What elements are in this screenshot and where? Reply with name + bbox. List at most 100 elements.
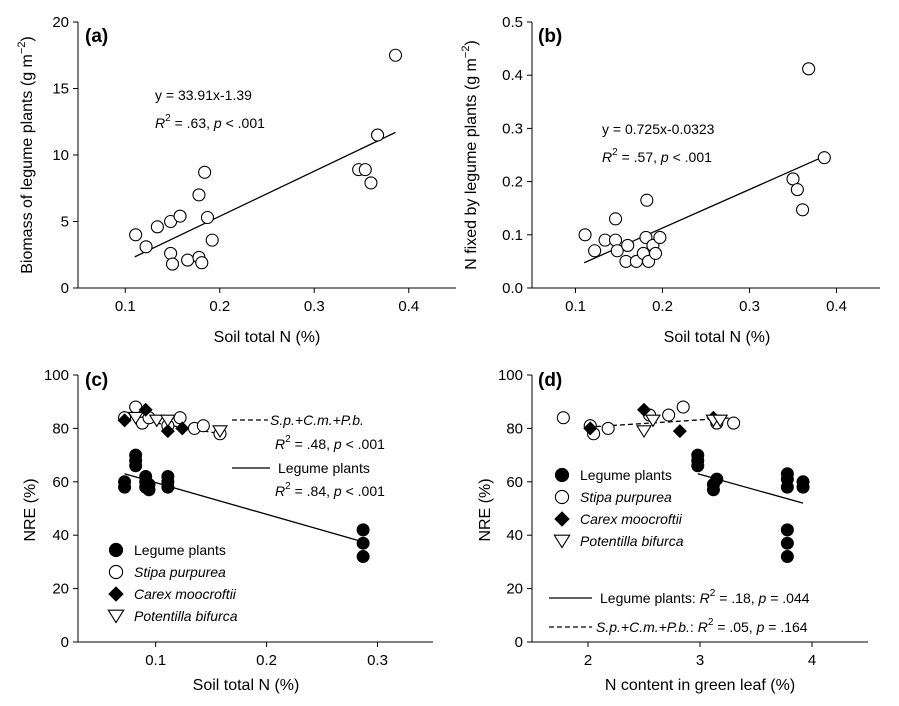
panel-c-dashed-sup: 2 (285, 434, 291, 445)
panel-d-point-open-circle (601, 421, 615, 435)
panel-c-point-filled-circle (118, 475, 132, 489)
panel-a-r2-value: = .63, (171, 115, 214, 131)
panel-c-y-title: NRE (%) (22, 478, 39, 541)
panel-c-solid-key-label: Legume plants (278, 460, 370, 476)
panel-d-dashed-pval: = .164 (764, 619, 807, 635)
panel-b-y-tick-label: 0.0 (502, 280, 523, 297)
panel-c-solid-p: p (333, 483, 342, 499)
panel-c-dashed-pval: < .001 (342, 436, 385, 452)
panel-c-y-tick-label: 80 (52, 420, 69, 437)
panel-a-p-value: < .001 (222, 115, 265, 131)
panel-d-letter: (d) (538, 370, 562, 391)
panel-a-point-open-circle (364, 176, 378, 190)
panel-c-point-open-circle (129, 400, 143, 414)
panel-d-x-tick-label: 4 (808, 652, 816, 669)
panel-d-y-tick-label: 0 (515, 634, 523, 651)
panel-b-p-label: p (660, 149, 669, 165)
panel-b-point-open-circle (578, 228, 592, 242)
panel-d-y-tick-label: 80 (506, 420, 523, 437)
panel-a-solid-fit-line (134, 131, 396, 258)
panel-d-point-filled-circle (780, 467, 794, 481)
panel-b-y-title-main: N fixed by legume plants (g m (463, 58, 480, 270)
panel-c-legend-marker-open-triangle-down (107, 609, 125, 624)
panel-d-point-open-triangle-down (644, 414, 661, 428)
panel-c-points (117, 400, 370, 564)
panel-b-letter: (b) (538, 26, 562, 47)
panel-c-letter: (c) (85, 370, 108, 391)
panel-c-legend-label: Legume plants (134, 542, 226, 558)
panel-d-x-tick-label: 3 (696, 652, 704, 669)
panel-c-dashed-stats: R2 = .48, p < .001 (275, 434, 385, 452)
panel-c-solid-sup: 2 (285, 481, 291, 492)
panel-a-point-open-circle (195, 256, 209, 270)
panel-c-y-tick-label: 60 (52, 474, 69, 491)
panel-d-legend-label: Legume plants (580, 467, 672, 483)
panel-d-point-filled-circle (691, 448, 705, 462)
panel-b-point-open-circle (648, 246, 663, 260)
panel-c-x-tick-label: 0.3 (367, 652, 388, 669)
panel-a-ticks: 0.1 0.2 0.3 0.4 0 5 10 15 20 (52, 14, 456, 315)
panel-d-solid-p: p (758, 590, 767, 606)
panel-a-point-open-circle (388, 48, 403, 62)
panel-a-y-tick-label: 20 (52, 14, 69, 31)
panel-b-x-tick-label: 0.1 (565, 298, 586, 315)
panel-a-x-tick-label: 0.3 (304, 298, 325, 315)
panel-d-legend-marker-filled-circle (554, 467, 570, 483)
panel-b-point-open-circle (790, 183, 804, 197)
panel-b-x-tick-label: 0.4 (826, 298, 847, 315)
panel-d-legend-marker-open-triangle-down (553, 534, 571, 549)
panel-c-dashed-key-label: S.p.+C.m.+P.b. (270, 412, 364, 428)
panel-c-point-open-triangle-down (212, 425, 228, 439)
panel-c-solid-stats: R2 = .84, p < .001 (275, 481, 385, 499)
panel-b-r2-value: = .57, (618, 149, 661, 165)
panel-b-point-open-circle (610, 244, 624, 258)
panel-a-x-tick-label: 0.2 (209, 298, 230, 315)
panel-d-legend-label: Stipa purpurea (580, 489, 672, 505)
panel-d-x-tick-label: 2 (584, 652, 592, 669)
panel-d-legend-marker-filled-diamond (554, 511, 570, 527)
panel-c-point-open-circle (173, 411, 187, 425)
panel-b-p-value: < .001 (669, 149, 712, 165)
panel-d-point-filled-diamond (637, 402, 651, 417)
panel-d-points (556, 400, 810, 564)
panel-a-y-tick-label: 5 (61, 214, 69, 231)
panel-d-dashed-sup: 2 (708, 617, 714, 628)
panel-a-equation: y = 33.91x-1.39 (155, 87, 252, 103)
panel-d-point-filled-circle (780, 523, 794, 537)
panel-d-solid-rval: = .18, (715, 590, 758, 606)
panel-d-point-open-circle (676, 400, 690, 414)
panel-a-point-open-circle (371, 128, 385, 142)
panel-d-point-open-circle (556, 411, 570, 425)
panel-b-r2-label: R2 = .57, p < .001 (602, 147, 712, 165)
panel-b-r2-sup: 2 (612, 147, 618, 158)
panel-d-solid-sup: 2 (710, 588, 716, 599)
panel-a-point-open-circle (165, 257, 180, 271)
panel-b-point-open-circle (802, 62, 816, 76)
panel-b-point-open-circle (796, 203, 810, 217)
panel-a-y-title-sup: −2 (16, 42, 28, 55)
panel-c-point-open-triangle-down (148, 414, 165, 428)
panel-d-dashed-rval: = .05, (713, 619, 756, 635)
panel-a-y-title-close: ) (19, 36, 36, 41)
panel-a-y-tick-label: 15 (52, 81, 69, 98)
panel-b-point-open-circle (621, 238, 635, 252)
panel-c-y-tick-label: 40 (52, 527, 69, 544)
panel-c-y-tick-label: 100 (44, 367, 69, 384)
panel-b-point-open-circle (640, 193, 654, 207)
panel-d-y-title: NRE (%) (477, 478, 494, 541)
panel-d-point-filled-circle (780, 550, 794, 564)
panel-a-y-title-main: Biomass of legume plants (g m (19, 54, 36, 274)
panel-a: (a) 0.1 0.2 0.3 0.4 0 5 10 15 20 y = 33.91x-1.39… (16, 14, 456, 346)
panel-a-point-open-circle (173, 209, 187, 223)
panel-a-point-open-circle (150, 220, 164, 234)
panel-c-y-tick-label: 20 (52, 581, 69, 598)
panel-b-x-title: Soil total N (%) (664, 329, 771, 346)
panel-d-legend-label: Carex moocroftii (580, 511, 683, 527)
panel-d-dashed-stats: S.p.+C.m.+P.b.: R2 = .05, p = .164 (596, 617, 808, 635)
panel-c-dashed-key-text: S.p.+C.m.+P.b. (270, 412, 364, 428)
panel-c-ticks: 0.1 0.2 0.3 0 20 40 60 80 100 (44, 367, 433, 669)
panel-a-x-tick-label: 0.4 (398, 298, 419, 315)
